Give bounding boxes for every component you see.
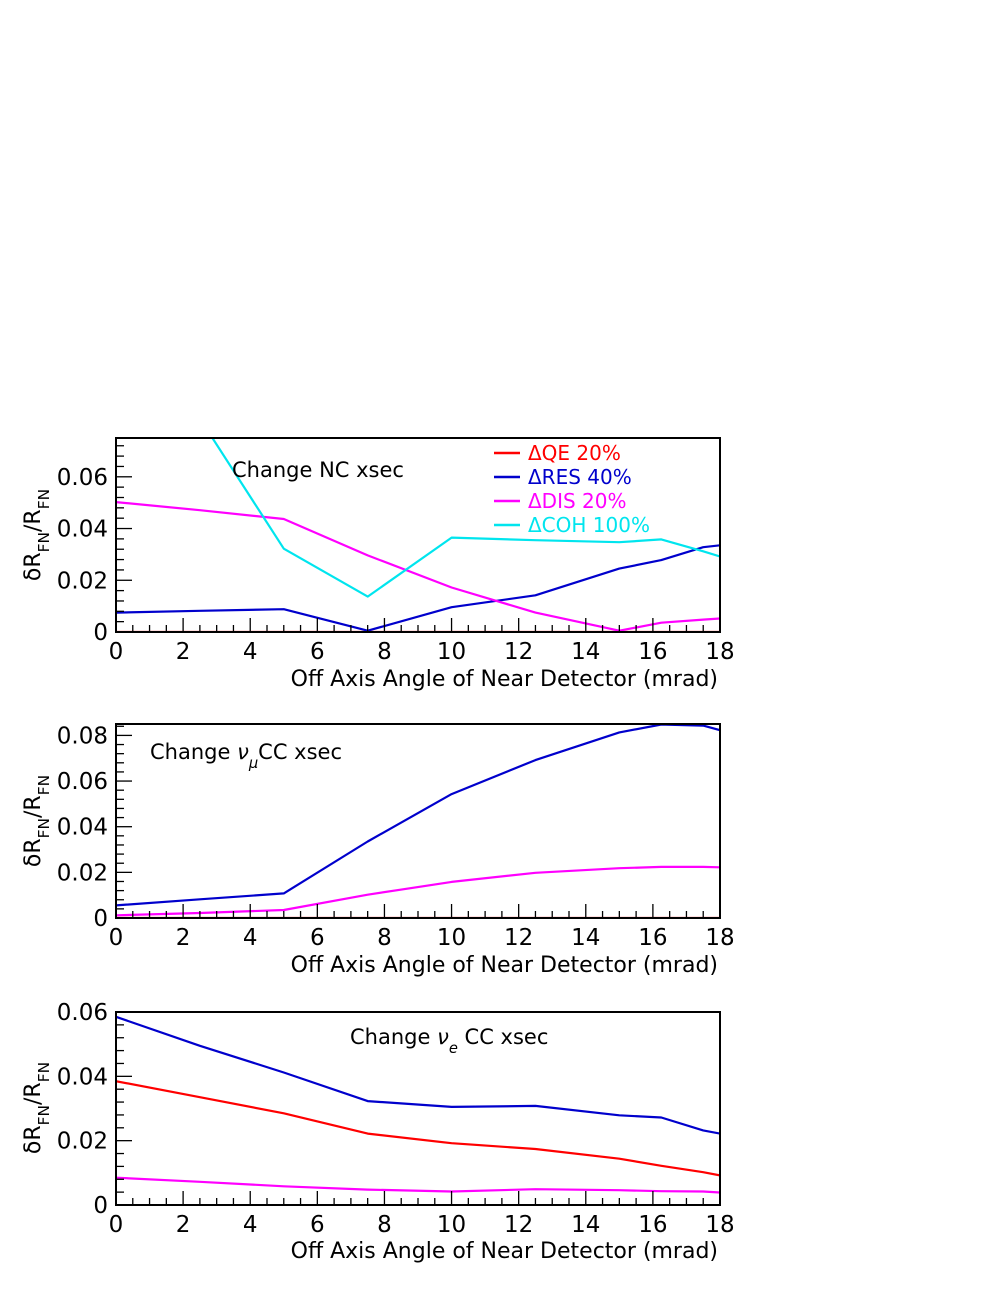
text-part: δR	[21, 1125, 46, 1154]
series-line-3	[116, 501, 720, 632]
y-tick-label: 0.06	[57, 769, 108, 795]
panel-3: 0 2 4 6 8 10 12 14 16 18 0 0.02 0.04 0.06 Off Axis Ang…	[21, 1000, 735, 1264]
text-part: /R	[21, 1082, 46, 1105]
x-tick-label: 16	[638, 1212, 667, 1238]
x-tick-label: 8	[377, 925, 392, 951]
legend-label: ΔDIS 20%	[528, 489, 627, 513]
y-tick-label: 0.06	[57, 1000, 108, 1026]
text-part: FN	[35, 1062, 53, 1082]
x-tick-label: 10	[437, 925, 466, 951]
y-tick-label: 0	[93, 906, 108, 932]
x-tick-label: 4	[243, 639, 258, 665]
x-tick-label: 0	[109, 1212, 124, 1238]
x-tick-label: 16	[638, 925, 667, 951]
series-group	[116, 438, 720, 632]
panel-annotation: Change νμCC xsec	[150, 740, 342, 772]
y-tick-label: 0.04	[57, 1064, 108, 1090]
x-tick-label: 8	[377, 639, 392, 665]
y-axis-title: δRFN/RFN	[21, 775, 53, 867]
text-part: μ	[248, 755, 258, 772]
x-tick-label: 16	[638, 639, 667, 665]
text-part: FN	[35, 818, 53, 838]
x-tick-label: 12	[504, 639, 533, 665]
y-axis-title: δRFN/RFN	[21, 1062, 53, 1154]
y-tick-label: 0	[93, 1193, 108, 1219]
x-tick-label: 14	[571, 1212, 600, 1238]
text-part: FN	[35, 532, 53, 552]
x-tick-label: 12	[504, 1212, 533, 1238]
text-part: /R	[21, 795, 46, 818]
text-part: ν	[237, 740, 249, 764]
text-part: δR	[21, 552, 46, 581]
x-tick-label: 10	[437, 639, 466, 665]
x-tick-label: 18	[705, 639, 734, 665]
series-line-2	[116, 1015, 720, 1135]
text-part: Change	[350, 1025, 437, 1049]
y-tick-label: 0.08	[57, 723, 108, 749]
series-group	[116, 1015, 720, 1194]
text-part: Change NC xsec	[232, 458, 404, 482]
series-line-2	[116, 544, 720, 632]
legend-label: ΔRES 40%	[528, 465, 632, 489]
text-part: Change	[150, 740, 237, 764]
x-tick-label: 12	[504, 925, 533, 951]
text-part: FN	[35, 775, 53, 795]
panel-2: 0 2 4 6 8 10 12 14 16 18 0 0.02 0.04 0.06 0.08 Off Axis…	[21, 723, 735, 978]
series-line-1	[116, 1080, 720, 1177]
legend-label: ΔQE 20%	[528, 441, 621, 465]
y-tick-label: 0.02	[57, 860, 108, 886]
text-part: e	[449, 1040, 458, 1057]
series-line-4	[211, 438, 720, 598]
panel-annotation: Change νe CC xsec	[350, 1025, 548, 1057]
x-tick-label: 0	[109, 925, 124, 951]
x-tick-label: 18	[705, 1212, 734, 1238]
y-tick-label: 0	[93, 620, 108, 646]
panel-1: 0 2 4 6 8 10 12 14 16 18 0 0.02 0.04 0.06 Off Axis Ang…	[21, 437, 735, 692]
x-axis-title: Off Axis Angle of Near Detector (mrad)	[291, 667, 718, 692]
text-part: FN	[35, 489, 53, 509]
y-tick-label: 0.06	[57, 465, 108, 491]
text-part: CC xsec	[458, 1025, 549, 1049]
x-tick-label: 14	[571, 925, 600, 951]
y-tick-label: 0.04	[57, 517, 108, 543]
text-part: ν	[437, 1025, 449, 1049]
x-axis-title: Off Axis Angle of Near Detector (mrad)	[291, 953, 718, 978]
x-tick-label: 2	[176, 925, 191, 951]
x-tick-label: 2	[176, 639, 191, 665]
x-tick-label: 0	[109, 639, 124, 665]
series-line-2	[116, 724, 720, 907]
text-part: FN	[35, 1105, 53, 1125]
legend: ΔQE 20%ΔRES 40%ΔDIS 20%ΔCOH 100%	[494, 441, 650, 537]
text-part: CC xsec	[258, 740, 342, 764]
x-tick-label: 2	[176, 1212, 191, 1238]
x-tick-label: 8	[377, 1212, 392, 1238]
panel-annotation: Change NC xsec	[232, 458, 404, 482]
x-tick-label: 6	[310, 639, 325, 665]
text-part: δR	[21, 838, 46, 867]
series-group	[116, 724, 720, 918]
series-line-3	[116, 1176, 720, 1194]
text-part: /R	[21, 509, 46, 532]
x-tick-label: 6	[310, 1212, 325, 1238]
x-tick-label: 18	[705, 925, 734, 951]
y-tick-label: 0.04	[57, 815, 108, 841]
x-axis-title: Off Axis Angle of Near Detector (mrad)	[291, 1239, 718, 1264]
legend-label: ΔCOH 100%	[528, 513, 650, 537]
y-tick-label: 0.02	[57, 1129, 108, 1155]
x-tick-label: 4	[243, 925, 258, 951]
series-line-3	[116, 865, 720, 917]
x-tick-label: 6	[310, 925, 325, 951]
y-axis-title: δRFN/RFN	[21, 489, 53, 581]
x-tick-label: 10	[437, 1212, 466, 1238]
x-tick-label: 4	[243, 1212, 258, 1238]
x-tick-label: 14	[571, 639, 600, 665]
y-tick-label: 0.02	[57, 568, 108, 594]
